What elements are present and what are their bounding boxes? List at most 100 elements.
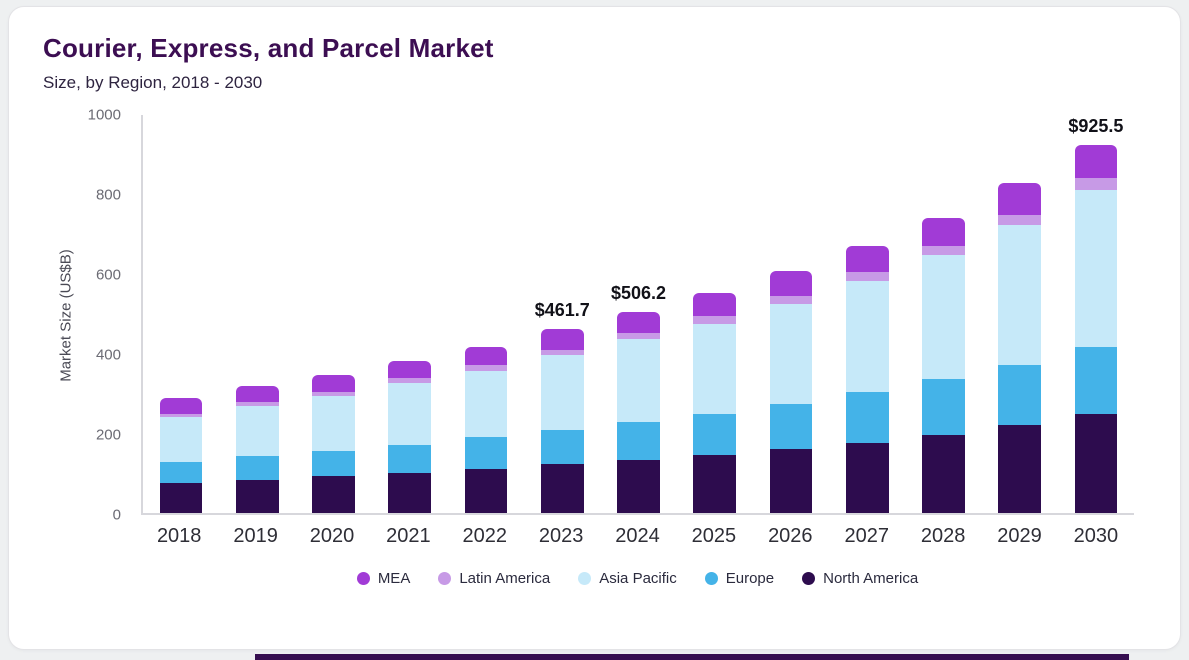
bar-segment-mea (464, 346, 508, 366)
bar-slot-2028 (905, 115, 981, 513)
bar-segment-europe (464, 437, 508, 470)
legend-dot-icon (578, 572, 592, 585)
bar-value-annotation: $506.2 (610, 282, 667, 303)
bar-segment-europe (922, 379, 965, 435)
x-axis-label-2030: 2030 (1073, 525, 1119, 547)
y-tick-label: 200 (95, 426, 121, 444)
bar-segment-europe (693, 414, 737, 456)
bar-segment-latin-america (922, 245, 965, 256)
bar-segment-asia-pacific (1074, 190, 1118, 348)
legend-label: MEA (377, 570, 411, 587)
bar-segment-north-america (1074, 414, 1118, 513)
bar-segment-latin-america (693, 316, 737, 324)
x-axis-label-2028: 2028 (920, 525, 966, 547)
bar-segment-latin-america (845, 272, 889, 281)
legend-dot-icon (356, 572, 370, 585)
bar-segment-latin-america (998, 214, 1042, 226)
stacked-bar-2028 (922, 218, 965, 513)
bar-segment-europe (312, 450, 355, 477)
y-tick-label: 0 (112, 506, 121, 524)
bar-segment-asia-pacific (236, 406, 279, 457)
bar-slot-2026 (753, 115, 829, 513)
stacked-bar-2019 (236, 385, 279, 513)
legend-item-europe: Europe (704, 570, 775, 587)
bar-segment-north-america (617, 460, 660, 513)
y-tick-label: 600 (95, 266, 121, 284)
bar-segment-asia-pacific (922, 255, 965, 380)
y-axis-label-column: Market Size (US$B) (43, 115, 75, 587)
bar-segment-latin-america (312, 391, 355, 396)
stacked-bar-2029 (998, 183, 1042, 513)
bar-segment-mea (693, 293, 737, 317)
stacked-bar-2030 (1074, 144, 1118, 513)
plot-area: $461.7 $506.2 $925.5 (141, 115, 1134, 515)
stacked-bar-2024 (617, 311, 660, 513)
bar-segment-north-america (769, 449, 813, 513)
bar-segment-latin-america (464, 365, 508, 371)
stacked-bar-2018 (159, 397, 203, 513)
x-axis-label-2027: 2027 (844, 525, 889, 547)
legend-dot-icon (438, 572, 452, 585)
chart-title: Courier, Express, and Parcel Market (43, 33, 494, 63)
bar-segment-north-america (998, 425, 1042, 513)
bar-slot-2029 (982, 115, 1058, 513)
stacked-bar-2026 (769, 271, 813, 513)
y-tick-label: 1000 (87, 106, 121, 124)
bar-segment-europe (617, 422, 660, 461)
legend-item-latin-america: Latin America (438, 570, 550, 587)
legend-item-asia-pacific: Asia Pacific (578, 570, 677, 587)
bar-slot-2027 (829, 115, 905, 513)
bar-segment-asia-pacific (998, 225, 1042, 365)
bar-slot-2030: $925.5 (1058, 115, 1134, 513)
bar-segment-latin-america (388, 378, 432, 383)
bar-segment-europe (388, 444, 432, 474)
bar-segment-latin-america (540, 349, 584, 356)
bar-slot-2021 (372, 115, 448, 513)
legend-item-north-america: North America (802, 570, 918, 587)
bar-segment-asia-pacific (540, 355, 584, 431)
bar-segment-asia-pacific (617, 339, 660, 423)
bar-segment-europe (845, 392, 889, 443)
legend-item-mea: MEA (356, 570, 411, 587)
bar-segment-north-america (845, 442, 889, 513)
stacked-bar-2021 (388, 360, 432, 513)
stacked-bar-2023 (540, 329, 584, 513)
legend-dot-icon (802, 572, 816, 585)
legend: MEA Latin America Asia Pacific Europe North … (141, 570, 1134, 587)
bar-value-annotation: $925.5 (1068, 115, 1124, 136)
legend-label: Latin America (459, 570, 551, 587)
bar-segment-north-america (540, 464, 584, 513)
bar-segment-asia-pacific (845, 280, 889, 393)
legend-dot-icon (704, 572, 718, 585)
bar-segment-mea (769, 271, 813, 296)
bar-segment-europe (1074, 347, 1118, 415)
bar-segment-europe (159, 462, 203, 484)
bar-segment-latin-america (1074, 178, 1118, 191)
stacked-bar-2020 (312, 374, 355, 513)
y-tick-label: 800 (95, 186, 121, 204)
x-axis-label-2025: 2025 (691, 525, 737, 547)
bar-slot-2020 (295, 115, 371, 513)
stacked-bar-2025 (693, 293, 737, 513)
plot-column: $461.7 $506.2 $925.5 2018 2019 2020 2021 2022 2… (141, 115, 1134, 587)
bar-segment-asia-pacific (388, 382, 432, 445)
x-axis-labels: 2018 2019 2020 2021 2022 2023 2024 2025 2026 2027… (141, 525, 1134, 548)
bar-segment-mea (236, 385, 279, 403)
bar-segment-mea (159, 397, 203, 414)
bar-segment-latin-america (769, 295, 813, 304)
legend-label: Europe (725, 570, 775, 587)
bar-segment-europe (769, 403, 813, 450)
stacked-bar-2027 (845, 246, 889, 513)
bar-segment-north-america (388, 473, 432, 513)
bar-segment-mea (312, 374, 355, 392)
x-axis-label-2020: 2020 (309, 525, 355, 547)
bar-segment-asia-pacific (312, 395, 355, 451)
x-axis-label-2029: 2029 (997, 525, 1042, 547)
bar-segment-asia-pacific (693, 323, 737, 415)
bar-slot-2019 (219, 115, 295, 513)
bar-slot-2018 (143, 115, 219, 513)
x-axis-label-2018: 2018 (156, 525, 202, 547)
chart-area: Market Size (US$B) 0 200 400 600 800 1000 $46… (43, 107, 1146, 587)
bar-segment-north-america (922, 434, 965, 513)
bar-segment-mea (845, 246, 889, 273)
